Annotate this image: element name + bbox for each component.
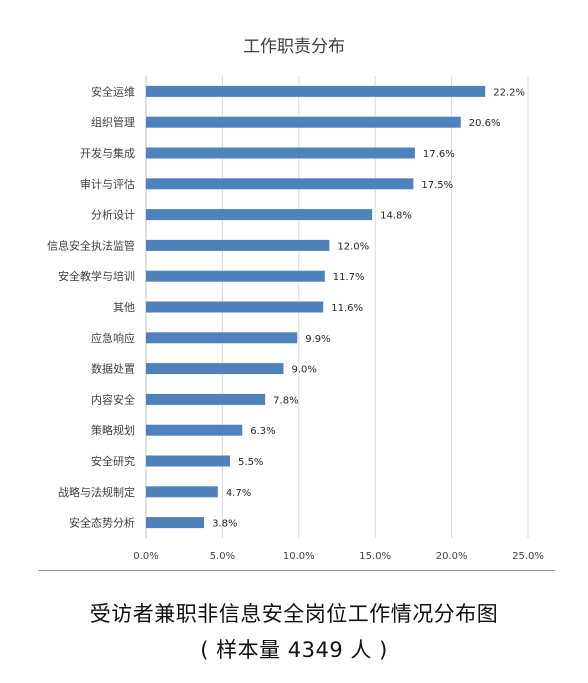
bar (146, 85, 486, 97)
data-label: 3.8% (212, 519, 237, 530)
caption-divider (38, 570, 555, 571)
category-label: 信息安全执法监管 (47, 238, 135, 252)
category-label: 安全研究 (91, 454, 135, 468)
chart-title: 工作职责分布 (243, 37, 345, 57)
bar-chart: 工作职责分布 安全运维组织管理开发与集成审计与评估分析设计信息安全执法监管安全教… (47, 37, 544, 562)
data-label: 17.6% (423, 149, 455, 160)
bar (146, 301, 324, 313)
data-label: 11.7% (333, 272, 365, 283)
figure-caption: 受访者兼职非信息安全岗位工作情况分布图 (89, 602, 499, 626)
category-label: 审计与评估 (80, 177, 135, 191)
category-label: 战略与法规制定 (58, 485, 135, 499)
x-tick-label: 5.0% (210, 551, 235, 562)
data-label: 5.5% (238, 457, 263, 468)
value-labels: 22.2% 20.6% 17.6% 17.5% 14.8% 12.0% 11.7% 11.6%… (212, 87, 525, 529)
data-label: 6.3% (250, 426, 275, 437)
category-label: 数据处置 (91, 362, 135, 376)
bar (146, 147, 415, 159)
x-tick-label: 25.0% (512, 551, 544, 562)
bar (146, 486, 218, 498)
data-label: 7.8% (273, 395, 298, 406)
bar (146, 455, 231, 467)
category-label: 安全态势分析 (69, 516, 135, 530)
data-label: 17.5% (421, 180, 453, 191)
data-label: 12.0% (337, 241, 369, 252)
bar (146, 424, 243, 436)
category-label: 策略规划 (91, 423, 135, 437)
bar (146, 517, 205, 529)
x-tick-label: 20.0% (436, 551, 468, 562)
bar (146, 239, 330, 251)
data-label: 11.6% (331, 303, 363, 314)
category-label: 其他 (113, 301, 135, 314)
data-label: 14.8% (380, 211, 412, 222)
category-label: 内容安全 (91, 392, 135, 406)
x-tick-label: 15.0% (359, 551, 391, 562)
sample-size-caption: ( 样本量 4349 人 ) (200, 638, 388, 662)
category-label: 应急响应 (91, 331, 135, 345)
category-label: 组织管理 (91, 115, 135, 129)
bar (146, 270, 325, 282)
data-label: 4.7% (226, 488, 251, 499)
bar (146, 363, 284, 375)
category-label: 分析设计 (91, 208, 135, 222)
category-label: 安全教学与培训 (58, 269, 135, 283)
x-tick-labels: 0.0% 5.0% 10.0% 15.0% 20.0% 25.0% (133, 551, 544, 562)
data-label: 9.0% (292, 365, 317, 376)
bar (146, 393, 266, 405)
data-label: 20.6% (469, 118, 501, 129)
category-label: 安全运维 (91, 84, 135, 98)
bar (146, 116, 461, 128)
bar (146, 209, 373, 221)
bars (146, 85, 486, 529)
bar (146, 178, 414, 190)
x-tick-label: 0.0% (133, 551, 158, 562)
category-labels: 安全运维组织管理开发与集成审计与评估分析设计信息安全执法监管安全教学与培训其他应… (47, 84, 135, 529)
chart-area: 工作职责分布 安全运维组织管理开发与集成审计与评估分析设计信息安全执法监管安全教… (47, 37, 544, 562)
category-label: 开发与集成 (80, 146, 135, 160)
data-label: 22.2% (493, 87, 525, 98)
bar (146, 332, 298, 344)
data-label: 9.9% (305, 334, 330, 345)
x-tick-label: 10.0% (283, 551, 315, 562)
